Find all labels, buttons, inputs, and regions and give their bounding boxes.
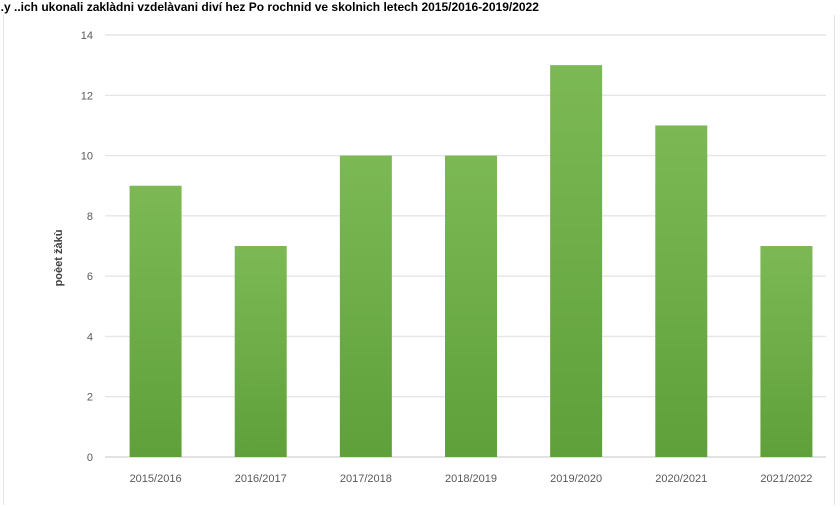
- y-tick-label: 10: [81, 151, 93, 163]
- bar-2017-2018: [339, 155, 392, 458]
- x-tick-label: 2018/2019: [445, 473, 497, 485]
- x-axis-ticks: 2015/2016 2016/2017 2017/2018 2018/2019 2019…: [130, 473, 813, 485]
- x-tick-label: 2020/2021: [655, 473, 707, 485]
- bar-2019-2020: [550, 65, 603, 458]
- chart-frame: [3, 15, 835, 505]
- bar-2020-2021: [655, 125, 708, 457]
- bar-2016-2017: [234, 246, 287, 457]
- bar-2018-2019: [445, 155, 497, 458]
- chart-title: ...y ..ich ukonali zaklàdni vzdelàvani d…: [0, 0, 539, 14]
- y-axis-ticks: 0 2 4 6 8 10 12 14: [81, 30, 93, 464]
- x-tick-label: 2015/2016: [130, 473, 182, 485]
- y-tick-label: 8: [87, 211, 93, 223]
- y-tick-label: 2: [87, 392, 93, 404]
- bars: [129, 65, 813, 458]
- bar-2021-2022: [760, 246, 813, 457]
- y-tick-label: 4: [87, 331, 93, 343]
- bar-2015-2016: [129, 185, 182, 457]
- y-tick-label: 14: [81, 30, 93, 42]
- y-tick-label: 12: [81, 90, 93, 102]
- y-axis-label: poèet žàkù: [53, 230, 65, 287]
- x-tick-label: 2021/2022: [760, 473, 812, 485]
- x-tick-label: 2016/2017: [235, 473, 287, 485]
- y-tick-label: 0: [87, 452, 93, 464]
- x-tick-label: 2019/2020: [550, 473, 602, 485]
- x-tick-label: 2017/2018: [340, 473, 392, 485]
- y-tick-label: 6: [87, 271, 93, 283]
